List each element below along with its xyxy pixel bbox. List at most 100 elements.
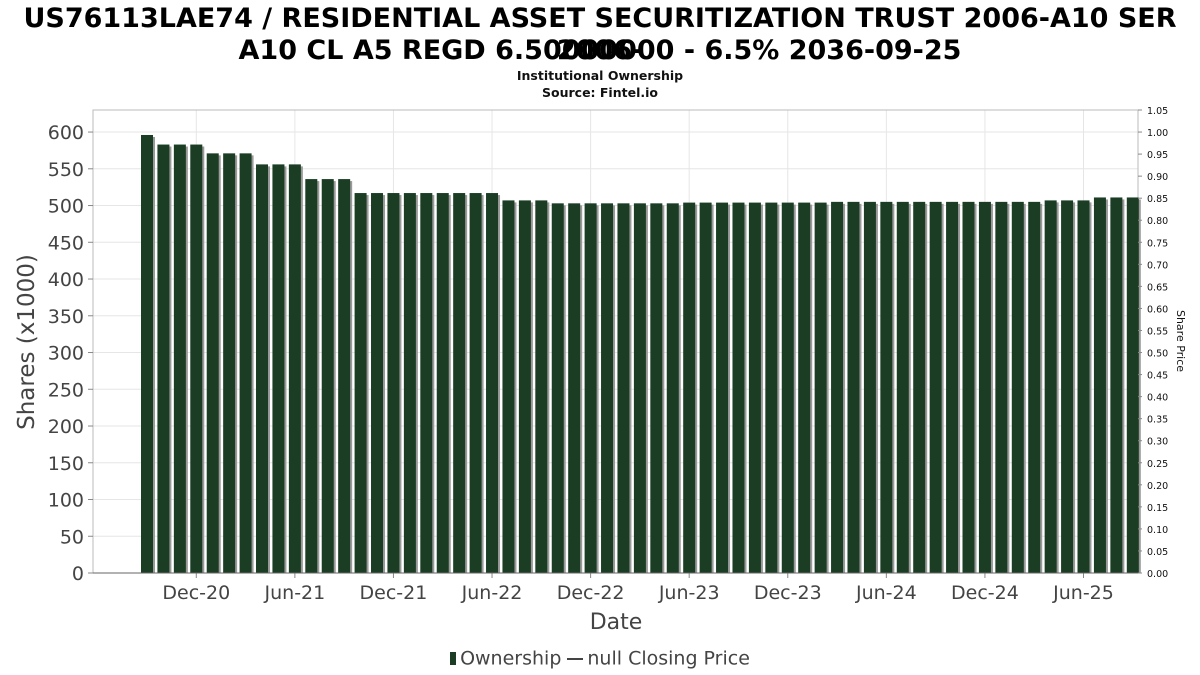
- bar: [1126, 197, 1139, 573]
- x-axis: Dec-20 Jun-21 Dec-21 Jun-22 Dec-22 Jun-23 Dec-…: [93, 572, 1138, 604]
- chart-title-line-2: A10 CL A5 REGD 6.50000000 - 6.5% 2036-09…: [238, 35, 962, 66]
- legend-ownership-label: Ownership: [460, 647, 562, 670]
- y-tick-label: 400: [48, 269, 84, 291]
- bar: [321, 179, 334, 574]
- y2-tick-label: 1.05: [1147, 106, 1168, 117]
- x-tick-label: Dec-20: [162, 582, 230, 604]
- bar: [601, 203, 614, 574]
- y2-axis-label: Share Price: [1174, 310, 1187, 372]
- y2-tick-label: 0.20: [1147, 481, 1168, 492]
- bar: [896, 201, 909, 573]
- y2-tick-label: 0.35: [1147, 415, 1168, 426]
- bar: [633, 203, 646, 574]
- y-tick-label: 0: [72, 563, 84, 585]
- bar: [781, 202, 794, 573]
- y-tick-label: 450: [48, 232, 84, 254]
- y-tick-label: 200: [48, 416, 84, 438]
- y-tick-label: 500: [48, 196, 84, 218]
- bar: [535, 200, 548, 573]
- legend-closing-price-label: null Closing Price: [587, 647, 750, 670]
- bar: [929, 201, 942, 573]
- bar: [239, 153, 252, 573]
- bar: [913, 201, 926, 573]
- bar: [995, 201, 1008, 573]
- bar: [387, 193, 400, 574]
- bar: [486, 193, 499, 574]
- bar: [666, 203, 679, 574]
- bar: [1028, 201, 1041, 573]
- y2-tick-label: 0.75: [1147, 238, 1168, 249]
- bar: [568, 203, 581, 574]
- bar: [732, 202, 745, 573]
- y-axis-right: 0.00 0.05 0.10 0.15 0.20 0.25 0.30 0.35 0.40 0.45…: [1138, 106, 1168, 580]
- y2-tick-label: 0.90: [1147, 172, 1168, 183]
- y2-tick-label: 0.10: [1147, 525, 1168, 536]
- bar: [863, 201, 876, 573]
- bar: [371, 193, 384, 574]
- x-tick-label: Jun-23: [658, 582, 720, 604]
- y2-tick-label: 0.50: [1147, 349, 1168, 360]
- y2-tick-label: 0.30: [1147, 437, 1168, 448]
- y2-tick-label: 0.15: [1147, 503, 1168, 514]
- bar: [962, 201, 975, 573]
- bar: [551, 203, 564, 574]
- bar: [978, 201, 991, 573]
- bar: [141, 134, 153, 573]
- y2-tick-label: 1.00: [1147, 128, 1168, 139]
- x-tick-label: Jun-22: [461, 582, 523, 604]
- bar: [469, 193, 482, 574]
- bar: [1110, 197, 1123, 573]
- y-tick-label: 50: [60, 526, 84, 548]
- bar: [305, 179, 318, 574]
- bar: [354, 193, 367, 574]
- bar: [847, 201, 860, 573]
- bar: [831, 201, 844, 573]
- bar: [765, 202, 778, 573]
- y-tick-label: 600: [48, 122, 84, 144]
- bar: [173, 144, 186, 574]
- y-tick-label: 350: [48, 306, 84, 328]
- bar: [617, 203, 630, 574]
- bar: [1061, 200, 1074, 573]
- y-tick-label: 250: [48, 379, 84, 401]
- legend-closing-price-line: [567, 657, 584, 660]
- y-tick-label: 550: [48, 159, 84, 181]
- x-tick-label: Dec-22: [557, 582, 625, 604]
- chart-subtitle-line-2: Source: Fintel.io: [542, 85, 658, 100]
- bar: [1093, 197, 1106, 573]
- y2-tick-label: 0.25: [1147, 459, 1168, 470]
- y-axis-left: 0 50 100 150 200 250 300 350 400 450 500 550 600: [48, 122, 93, 585]
- bar: [403, 193, 416, 574]
- bar: [256, 164, 269, 573]
- bar: [946, 201, 959, 573]
- x-axis-label: Date: [590, 610, 643, 635]
- x-tick-label: Jun-21: [264, 582, 326, 604]
- bar: [453, 193, 466, 574]
- x-tick-label: Jun-25: [1052, 582, 1114, 604]
- bar: [650, 203, 663, 574]
- bar: [338, 179, 351, 574]
- y2-tick-label: 0.80: [1147, 216, 1168, 227]
- x-tick-label: Jun-24: [855, 582, 917, 604]
- bar: [420, 193, 433, 574]
- y-axis-label: Shares (x1000): [14, 254, 40, 430]
- bar: [1077, 200, 1090, 573]
- chart-subtitle-line-1: Institutional Ownership: [516, 68, 684, 83]
- bar: [272, 164, 285, 573]
- bar: [880, 201, 893, 573]
- y-tick-label: 150: [48, 453, 84, 475]
- y2-tick-label: 0.65: [1147, 282, 1168, 293]
- bar: [518, 200, 531, 573]
- y2-tick-label: 0.95: [1147, 150, 1168, 161]
- legend: Ownership null Closing Price: [0, 647, 1200, 670]
- bar: [584, 203, 597, 574]
- y2-tick-label: 0.60: [1147, 304, 1168, 315]
- bar: [436, 193, 449, 574]
- bar: [502, 200, 515, 573]
- bar: [1044, 200, 1057, 573]
- y-tick-label: 300: [48, 343, 84, 365]
- bar: [190, 144, 203, 574]
- y2-tick-label: 0.85: [1147, 194, 1168, 205]
- bar: [223, 153, 236, 573]
